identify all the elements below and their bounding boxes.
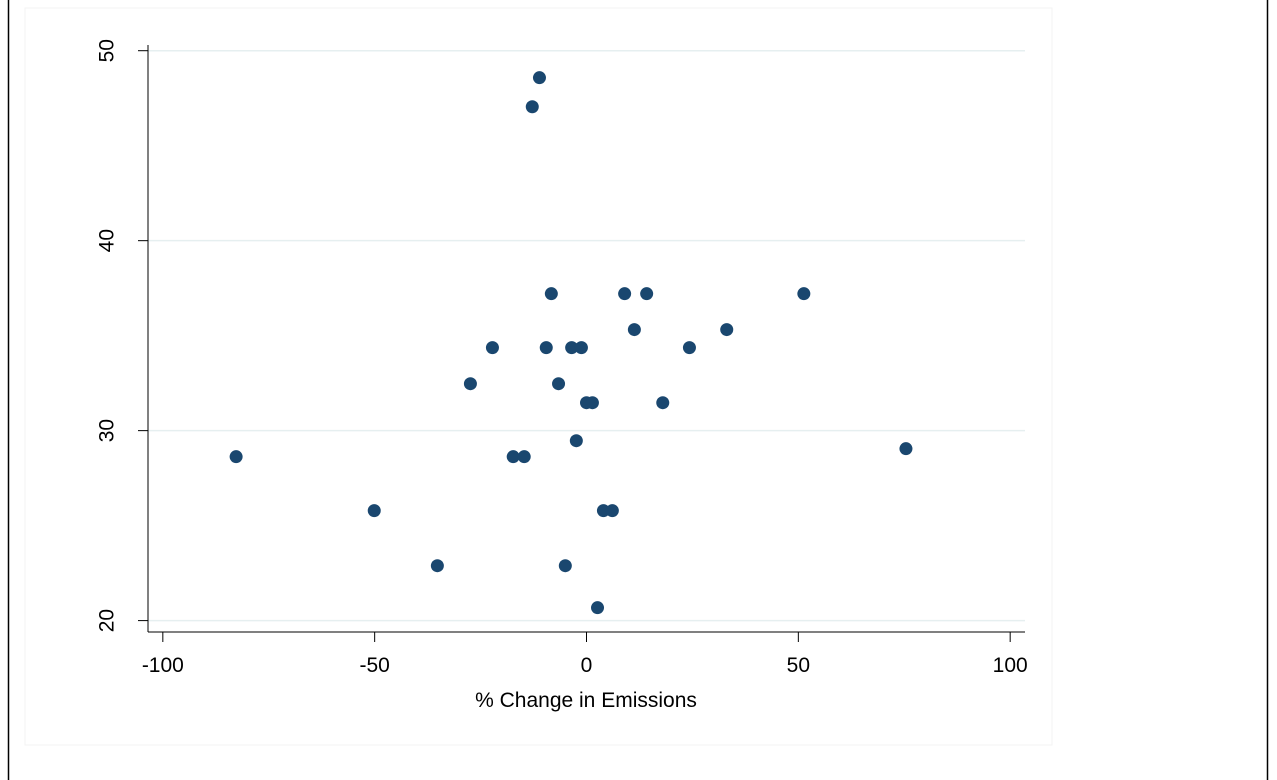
point — [574, 341, 588, 355]
y-tick-label: 30 — [96, 419, 119, 442]
point — [720, 323, 734, 337]
point — [640, 287, 654, 301]
point — [552, 377, 566, 391]
y-tick-label: 20 — [96, 609, 119, 632]
point — [532, 71, 546, 85]
x-tick-label: -50 — [359, 654, 389, 677]
point — [797, 287, 811, 301]
point — [682, 341, 696, 355]
point — [485, 341, 499, 355]
point — [899, 442, 913, 456]
point — [367, 504, 381, 518]
point — [517, 450, 531, 464]
point — [430, 559, 444, 573]
point — [605, 504, 619, 518]
x-tick-label: 100 — [993, 654, 1028, 677]
point — [627, 323, 641, 337]
point — [544, 287, 558, 301]
point — [506, 450, 520, 464]
x-tick-label: -100 — [142, 654, 184, 677]
point — [229, 450, 243, 464]
x-tick-label: 0 — [581, 654, 593, 677]
point — [463, 377, 477, 391]
x-tick-label: 50 — [787, 654, 810, 677]
point — [525, 100, 539, 114]
point — [539, 341, 553, 355]
y-tick-label: 40 — [96, 229, 119, 252]
point — [596, 504, 610, 518]
point — [558, 559, 572, 573]
point — [565, 341, 579, 355]
plot-region — [24, 7, 1053, 746]
point — [618, 287, 632, 301]
point — [569, 434, 583, 448]
point — [591, 601, 605, 615]
point — [585, 396, 599, 410]
y-tick-label: 50 — [96, 39, 119, 62]
point — [656, 396, 670, 410]
x-axis-title: % Change in Emissions — [475, 689, 697, 712]
